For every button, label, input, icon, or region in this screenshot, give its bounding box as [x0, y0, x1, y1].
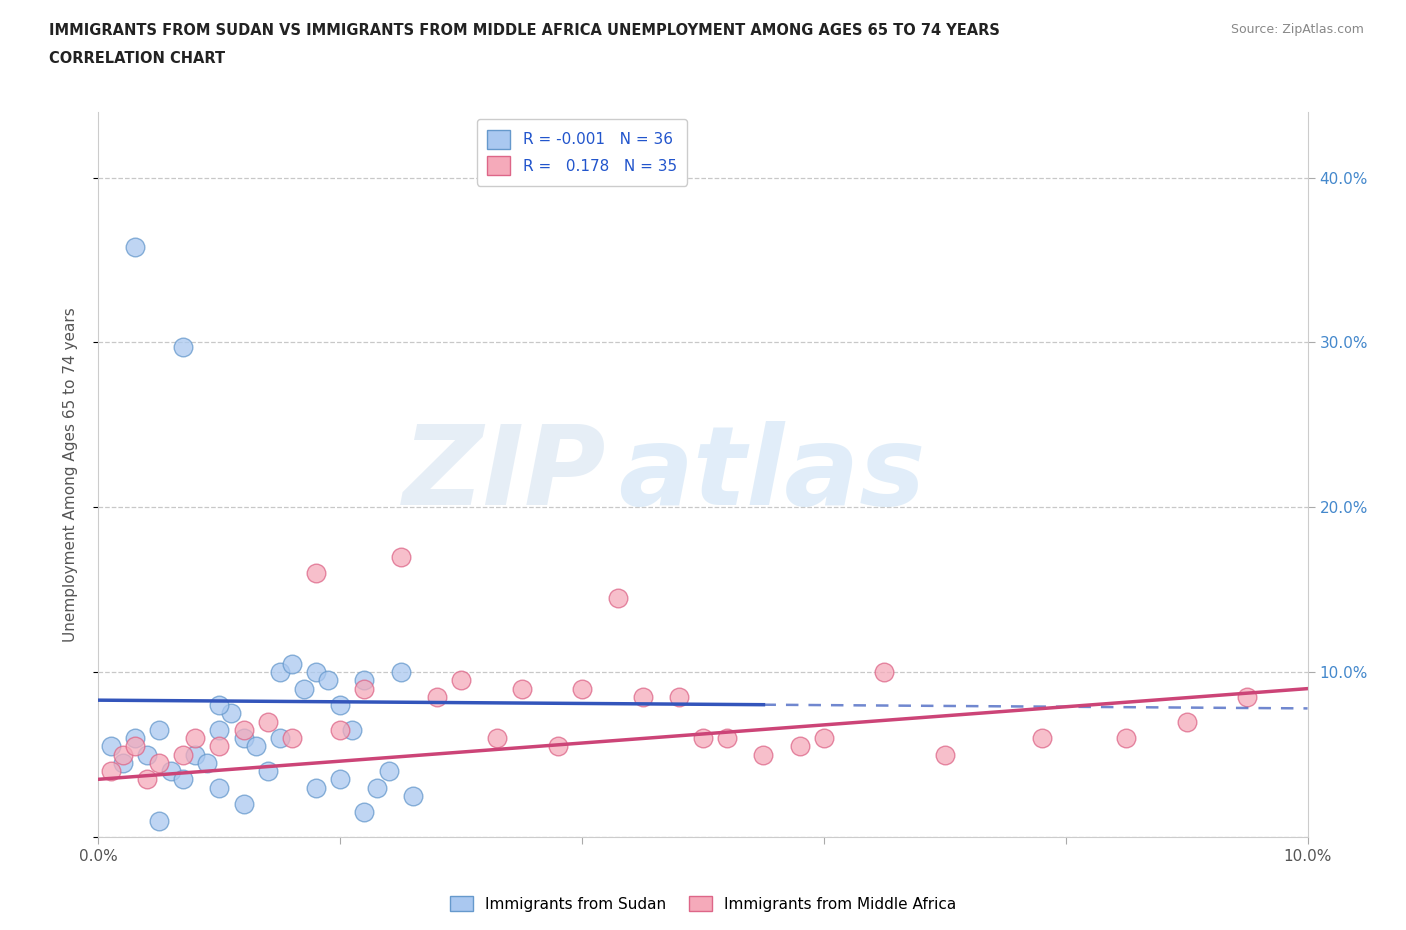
Point	[148, 723, 170, 737]
Point	[256, 714, 278, 729]
Point	[148, 755, 170, 770]
Point	[571, 681, 593, 696]
Point	[305, 665, 328, 680]
Point	[148, 813, 170, 828]
Point	[232, 797, 254, 812]
Point	[256, 764, 278, 778]
Point	[281, 657, 304, 671]
Point	[353, 673, 375, 688]
Point	[873, 665, 896, 680]
Point	[208, 723, 231, 737]
Point	[389, 550, 412, 565]
Point	[135, 772, 157, 787]
Point	[789, 738, 811, 753]
Point	[316, 673, 339, 688]
Point	[172, 340, 194, 355]
Point	[111, 747, 134, 762]
Point	[208, 780, 231, 795]
Point	[1115, 731, 1137, 746]
Text: ZIP: ZIP	[402, 420, 606, 528]
Point	[631, 689, 654, 704]
Point	[135, 747, 157, 762]
Point	[100, 764, 122, 778]
Point	[111, 755, 134, 770]
Point	[208, 698, 231, 712]
Text: IMMIGRANTS FROM SUDAN VS IMMIGRANTS FROM MIDDLE AFRICA UNEMPLOYMENT AMONG AGES 6: IMMIGRANTS FROM SUDAN VS IMMIGRANTS FROM…	[49, 23, 1000, 38]
Point	[269, 731, 291, 746]
Point	[208, 738, 231, 753]
Point	[305, 780, 328, 795]
Point	[329, 772, 352, 787]
Point	[353, 681, 375, 696]
Point	[510, 681, 533, 696]
Point	[221, 706, 243, 721]
Point	[232, 731, 254, 746]
Point	[692, 731, 714, 746]
Point	[366, 780, 388, 795]
Point	[813, 731, 835, 746]
Legend: Immigrants from Sudan, Immigrants from Middle Africa: Immigrants from Sudan, Immigrants from M…	[444, 889, 962, 918]
Point	[329, 723, 352, 737]
Point	[389, 665, 412, 680]
Point	[269, 665, 291, 680]
Point	[281, 731, 304, 746]
Point	[342, 723, 364, 737]
Point	[668, 689, 690, 704]
Point	[426, 689, 449, 704]
Point	[377, 764, 399, 778]
Text: CORRELATION CHART: CORRELATION CHART	[49, 51, 225, 66]
Text: atlas: atlas	[619, 420, 925, 528]
Point	[716, 731, 738, 746]
Legend: R = -0.001   N = 36, R =   0.178   N = 35: R = -0.001 N = 36, R = 0.178 N = 35	[477, 119, 688, 186]
Point	[1175, 714, 1198, 729]
Point	[160, 764, 183, 778]
Point	[172, 772, 194, 787]
Point	[195, 755, 218, 770]
Point	[1236, 689, 1258, 704]
Point	[353, 804, 375, 819]
Point	[607, 591, 630, 605]
Point	[124, 738, 146, 753]
Point	[752, 747, 775, 762]
Point	[329, 698, 352, 712]
Point	[184, 731, 207, 746]
Point	[232, 723, 254, 737]
Point	[402, 789, 425, 804]
Point	[934, 747, 956, 762]
Point	[124, 239, 146, 254]
Point	[245, 738, 267, 753]
Point	[184, 747, 207, 762]
Point	[450, 673, 472, 688]
Point	[172, 747, 194, 762]
Y-axis label: Unemployment Among Ages 65 to 74 years: Unemployment Among Ages 65 to 74 years	[63, 307, 77, 642]
Point	[292, 681, 315, 696]
Point	[1031, 731, 1053, 746]
Point	[486, 731, 509, 746]
Point	[124, 731, 146, 746]
Point	[305, 565, 328, 580]
Text: Source: ZipAtlas.com: Source: ZipAtlas.com	[1230, 23, 1364, 36]
Point	[547, 738, 569, 753]
Point	[100, 738, 122, 753]
